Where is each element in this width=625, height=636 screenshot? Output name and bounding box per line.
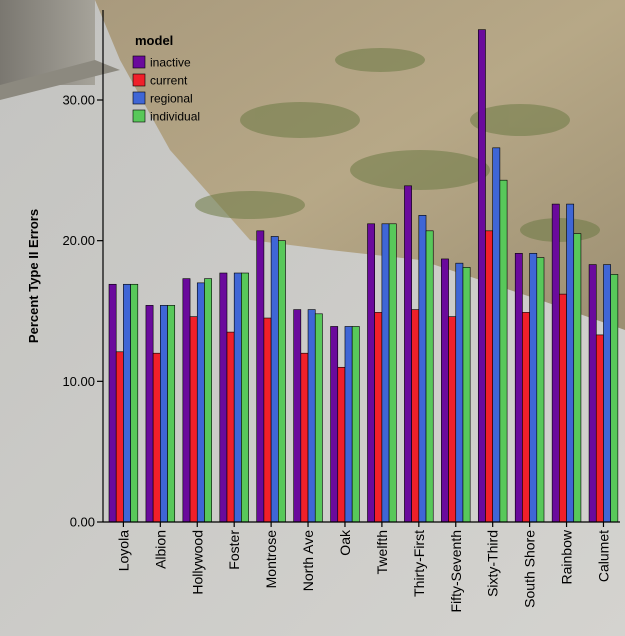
bar-inactive-rainbow [551,203,560,523]
bar-regional-thirty-first [418,215,427,523]
bar-inactive-twelfth [367,223,375,523]
bar-current-hollywood [189,316,198,523]
legend-swatch-individual [132,109,146,123]
x-tick-label: Foster [226,530,242,570]
bar-current-fifty-seventh [448,316,457,523]
legend-label-inactive: inactive [150,56,191,70]
bar-regional-loyola [123,283,131,523]
x-tick-label: Sixty-Third [485,530,501,597]
bar-current-oak [337,366,346,523]
legend-swatch-regional [132,91,146,105]
bar-regional-foster [233,272,242,523]
bar-regional-rainbow [566,203,575,523]
bar-inactive-calumet [588,264,597,523]
bar-regional-twelfth [381,223,390,523]
x-tick-label: South Shore [522,530,538,608]
bar-regional-sixty-third [492,147,501,523]
bar-current-foster [226,331,235,523]
bar-individual-south-shore [536,257,545,523]
y-axis-title: Percent Type II Errors [26,209,41,343]
x-tick-label: Rainbow [559,529,575,584]
bar-regional-south-shore [529,253,538,523]
x-tick-label: North Ave [300,530,316,591]
bar-individual-loyola [130,283,139,523]
x-tick-label: Fifty-Seventh [448,530,464,612]
bar-current-sixty-third [485,230,493,523]
y-tick-label: 20.00 [62,233,95,248]
legend-swatch-inactive [132,55,146,69]
x-tick-label: Montrose [263,530,279,589]
bar-current-calumet [595,334,604,523]
y-ticks-group: 0.00 10.00 20.00 30.00 [62,93,103,530]
y-tick-label: 10.00 [62,374,95,389]
bar-regional-montrose [270,236,279,523]
bar-individual-north-ave [314,313,323,523]
x-tick-label: Calumet [595,530,611,582]
x-categories-group: Loyola Albion Hollywood Foster Montrose North… [115,522,611,612]
bar-inactive-sixty-third [477,29,486,523]
axes-group [102,10,620,523]
legend-title: model [135,33,173,48]
legend-swatch-current [132,73,146,87]
x-tick-label: Oak [337,529,353,556]
x-tick-label: Thirty-First [411,530,427,597]
x-tick-label: Hollywood [189,530,205,595]
bar-regional-north-ave [307,309,316,523]
bar-inactive-north-ave [293,309,302,523]
bar-individual-calumet [610,274,619,523]
bar-individual-foster [241,272,249,523]
grass-patches [195,48,600,242]
bar-current-albion [152,352,161,523]
bar-individual-oak [351,326,360,523]
legend-label-regional: regional [150,92,193,106]
bar-individual-montrose [278,240,286,523]
bar-individual-fifty-seventh [462,267,471,523]
bar-inactive-hollywood [182,278,191,523]
bar-current-rainbow [559,293,567,523]
bar-current-twelfth [374,312,383,523]
bar-current-montrose [263,317,272,523]
bar-inactive-loyola [108,283,117,523]
bar-regional-hollywood [196,282,205,523]
x-tick-label: Twelfth [374,530,390,574]
bar-individual-sixty-third [499,179,508,523]
bar-regional-calumet [603,264,611,523]
bar-individual-twelfth [388,223,397,523]
y-tick-label: 0.00 [70,515,95,530]
bar-current-thirty-first [411,309,420,523]
bar-regional-albion [160,305,168,523]
bar-inactive-albion [145,305,154,523]
bar-current-south-shore [522,312,530,523]
x-tick-label: Loyola [115,530,131,571]
bar-current-loyola [115,351,124,523]
y-tick-label: 30.00 [62,93,95,108]
bar-inactive-foster [219,272,228,523]
bar-individual-rainbow [573,233,582,523]
bars-group [108,29,619,523]
bar-current-north-ave [300,352,309,523]
bar-inactive-south-shore [514,253,523,523]
legend: model inactive current regional individual [132,33,200,124]
legend-label-current: current [150,74,188,88]
bar-individual-albion [167,305,176,523]
bar-inactive-thirty-first [404,185,412,523]
bar-regional-oak [344,326,353,523]
x-tick-label: Albion [152,530,168,569]
bar-individual-thirty-first [425,230,434,523]
bar-regional-fifty-seventh [455,262,464,523]
bar-inactive-fifty-seventh [441,258,449,523]
bar-inactive-oak [330,326,339,523]
bar-individual-hollywood [204,278,212,523]
bar-inactive-montrose [256,230,265,523]
legend-label-individual: individual [150,110,200,124]
